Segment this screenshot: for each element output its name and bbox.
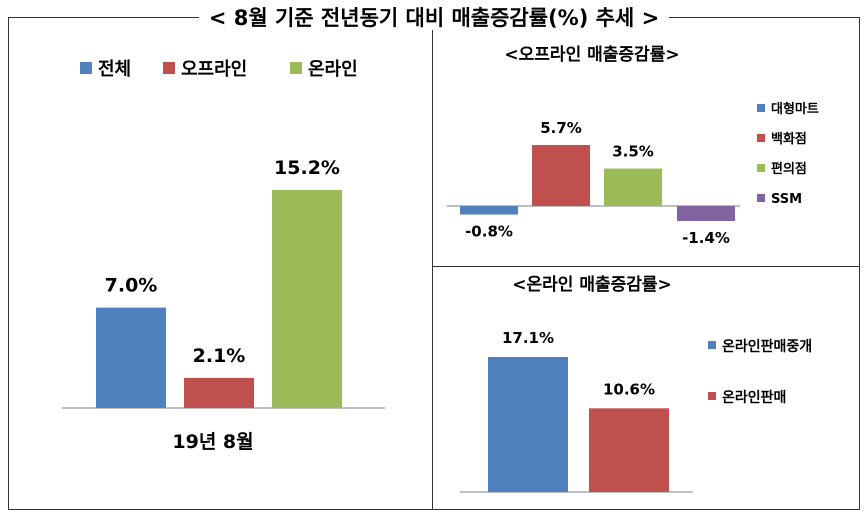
- offline-legend-label-4: SSM: [771, 192, 802, 207]
- legend-label-2: 오프라인: [181, 59, 247, 80]
- offline-bar-4: [677, 206, 735, 221]
- offline-legend-label-1: 대형마트: [771, 101, 819, 117]
- offline-data-label-1: -0.8%: [465, 223, 513, 241]
- legend-label-3: 온라인: [308, 59, 358, 80]
- main-title-text: < 8월 기준 전년동기 대비 매출증감률(%) 추세 >: [198, 6, 670, 30]
- online-legend-swatch-1: [708, 341, 716, 349]
- offline-bar-1: [460, 206, 518, 215]
- online-bar-1: [488, 357, 568, 492]
- legend-label-1: 전체: [98, 59, 131, 80]
- offline-chart-title: <오프라인 매출증감률>: [504, 45, 680, 65]
- offline-legend-swatch-4: [757, 194, 765, 202]
- bar-1: [96, 307, 166, 408]
- offline-bar-3: [604, 168, 662, 206]
- offline-legend-swatch-1: [757, 104, 765, 112]
- data-label-3: 15.2%: [274, 157, 340, 179]
- legend-swatch-2: [163, 62, 175, 74]
- online-legend-label-1: 온라인판매중개: [722, 338, 812, 355]
- offline-legend-label-3: 편의점: [771, 161, 807, 177]
- main-title: < 8월 기준 전년동기 대비 매출증감률(%) 추세 >: [0, 3, 868, 33]
- offline-data-label-4: -1.4%: [682, 229, 730, 247]
- online-legend-label-2: 온라인판매: [722, 389, 786, 406]
- data-label-2: 2.1%: [193, 345, 246, 367]
- online-chart-title: <온라인 매출증감률>: [512, 275, 672, 295]
- chart-frame-bottom-right: [432, 266, 860, 510]
- legend-swatch-1: [80, 62, 92, 74]
- bar-2: [184, 377, 254, 408]
- offline-legend-swatch-2: [757, 134, 765, 142]
- offline-data-label-2: 5.7%: [540, 119, 582, 137]
- online-bar-2: [589, 408, 669, 492]
- offline-data-label-3: 3.5%: [612, 143, 654, 161]
- offline-legend-swatch-3: [757, 164, 765, 172]
- offline-legend-label-2: 백화점: [771, 131, 807, 147]
- offline-bar-2: [532, 145, 590, 206]
- online-legend-swatch-2: [708, 392, 716, 400]
- data-label-1: 7.0%: [105, 275, 158, 297]
- x-axis-category-label: 19년 8월: [172, 431, 253, 453]
- bar-3: [272, 190, 342, 408]
- online-data-label-2: 10.6%: [603, 380, 655, 398]
- online-data-label-1: 17.1%: [502, 329, 554, 347]
- legend-swatch-3: [290, 62, 302, 74]
